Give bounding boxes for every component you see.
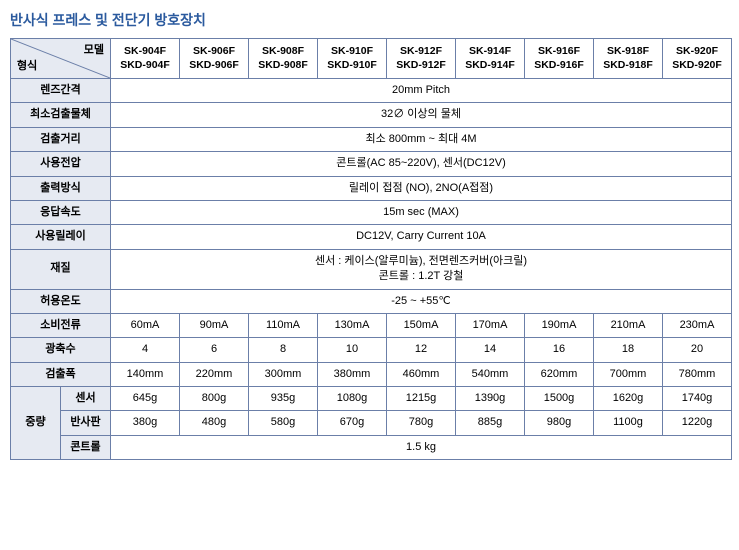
data-cell: 130mA (318, 313, 387, 337)
data-cell: 16 (525, 338, 594, 362)
model-header: SK-914FSKD-914F (456, 39, 525, 79)
data-cell: 12 (387, 338, 456, 362)
data-cell: 670g (318, 411, 387, 435)
header-type-label: 형식 (17, 59, 37, 74)
page-title: 반사식 프레스 및 전단기 방호장치 (10, 10, 729, 30)
row-label: 광축수 (11, 338, 111, 362)
data-cell: 620mm (525, 362, 594, 386)
model-header: SK-908FSKD-908F (249, 39, 318, 79)
data-cell: 14 (456, 338, 525, 362)
data-cell: 700mm (594, 362, 663, 386)
model-header: SK-912FSKD-912F (387, 39, 456, 79)
data-cell: 980g (525, 411, 594, 435)
row-label: 허용온도 (11, 289, 111, 313)
row-value: 최소 800mm ~ 최대 4M (111, 127, 732, 151)
row-label: 사용릴레이 (11, 225, 111, 249)
data-cell: 1080g (318, 387, 387, 411)
model-header: SK-906FSKD-906F (180, 39, 249, 79)
data-cell: 380g (111, 411, 180, 435)
row-label: 소비전류 (11, 313, 111, 337)
model-header: SK-904FSKD-904F (111, 39, 180, 79)
data-cell: 480g (180, 411, 249, 435)
model-header: SK-920FSKD-920F (663, 39, 732, 79)
row-label: 검출거리 (11, 127, 111, 151)
data-cell: 4 (111, 338, 180, 362)
row-value: 32∅ 이상의 물체 (111, 103, 732, 127)
data-cell: 380mm (318, 362, 387, 386)
row-label: 최소검출물체 (11, 103, 111, 127)
data-cell: 1500g (525, 387, 594, 411)
data-cell: 885g (456, 411, 525, 435)
row-value: 20mm Pitch (111, 79, 732, 103)
row-label: 콘트롤 (61, 435, 111, 459)
data-cell: 210mA (594, 313, 663, 337)
data-cell: 150mA (387, 313, 456, 337)
model-header: SK-916FSKD-916F (525, 39, 594, 79)
row-value: 15m sec (MAX) (111, 200, 732, 224)
row-value: -25 ~ +55℃ (111, 289, 732, 313)
data-cell: 1220g (663, 411, 732, 435)
row-label: 출력방식 (11, 176, 111, 200)
header-corner: 모델형식 (11, 39, 111, 79)
weight-group-label: 중량 (11, 387, 61, 460)
data-cell: 1740g (663, 387, 732, 411)
data-cell: 110mA (249, 313, 318, 337)
data-cell: 800g (180, 387, 249, 411)
data-cell: 170mA (456, 313, 525, 337)
row-value: DC12V, Carry Current 10A (111, 225, 732, 249)
row-label: 검출폭 (11, 362, 111, 386)
data-cell: 190mA (525, 313, 594, 337)
model-header: SK-918FSKD-918F (594, 39, 663, 79)
data-cell: 300mm (249, 362, 318, 386)
data-cell: 1100g (594, 411, 663, 435)
data-cell: 780g (387, 411, 456, 435)
data-cell: 60mA (111, 313, 180, 337)
data-cell: 780mm (663, 362, 732, 386)
header-model-label: 모델 (84, 43, 104, 58)
data-cell: 540mm (456, 362, 525, 386)
data-cell: 140mm (111, 362, 180, 386)
data-cell: 90mA (180, 313, 249, 337)
row-label: 렌즈간격 (11, 79, 111, 103)
data-cell: 8 (249, 338, 318, 362)
row-label: 센서 (61, 387, 111, 411)
row-label: 사용전압 (11, 152, 111, 176)
data-cell: 220mm (180, 362, 249, 386)
data-cell: 1215g (387, 387, 456, 411)
data-cell: 230mA (663, 313, 732, 337)
data-cell: 18 (594, 338, 663, 362)
spec-table: 모델형식SK-904FSKD-904FSK-906FSKD-906FSK-908… (10, 38, 732, 460)
data-cell: 1620g (594, 387, 663, 411)
row-label: 재질 (11, 249, 111, 289)
row-label: 반사판 (61, 411, 111, 435)
data-cell: 935g (249, 387, 318, 411)
data-cell: 460mm (387, 362, 456, 386)
row-value: 1.5 kg (111, 435, 732, 459)
data-cell: 645g (111, 387, 180, 411)
data-cell: 20 (663, 338, 732, 362)
row-value: 센서 : 케이스(알루미늄), 전면렌즈커버(아크릴)콘트롤 : 1.2T 강철 (111, 249, 732, 289)
data-cell: 1390g (456, 387, 525, 411)
row-label: 응답속도 (11, 200, 111, 224)
data-cell: 10 (318, 338, 387, 362)
data-cell: 6 (180, 338, 249, 362)
row-value: 릴레이 접점 (NO), 2NO(A접점) (111, 176, 732, 200)
row-value: 콘트롤(AC 85~220V), 센서(DC12V) (111, 152, 732, 176)
model-header: SK-910FSKD-910F (318, 39, 387, 79)
data-cell: 580g (249, 411, 318, 435)
